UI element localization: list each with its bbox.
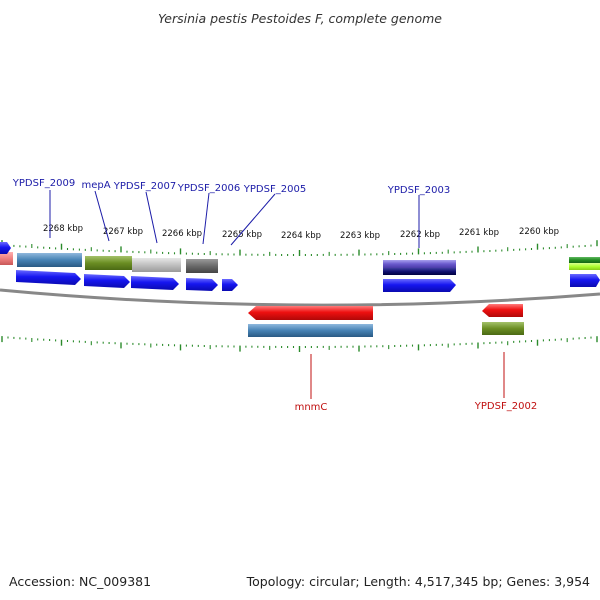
outer-scale-ticks (1, 240, 598, 256)
scale-labels: 2268 kbp 2267 kbp 2266 kbp 2265 kbp 2264… (43, 224, 559, 241)
gene-labels-bottom: mnmC YPDSF_2002 (295, 401, 538, 413)
forward-feature-blocks (0, 252, 600, 275)
feature-block-salmon[interactable] (0, 252, 13, 265)
feature-block-ypdsf-2003-b[interactable] (383, 268, 456, 275)
feature-block-mnmC[interactable] (248, 324, 373, 337)
feature-block-ypdsf-2003[interactable] (383, 260, 456, 268)
scale-label-2263: 2263 kbp (340, 231, 380, 241)
reverse-cds-arrows (248, 304, 523, 320)
scale-label-2261: 2261 kbp (459, 228, 499, 238)
inner-scale-ticks (1, 336, 598, 352)
cds-arrow-forward-2[interactable] (16, 270, 81, 285)
scale-label-2260: 2260 kbp (519, 227, 559, 237)
cds-arrow-forward-4[interactable] (131, 276, 179, 290)
feature-block-ypdsf-2007[interactable] (132, 258, 181, 272)
scale-label-2264: 2264 kbp (281, 231, 321, 241)
reverse-feature-blocks (248, 322, 524, 337)
gene-label-mepA[interactable]: mepA (81, 180, 110, 191)
gene-label-mnmC[interactable]: mnmC (295, 402, 328, 413)
scale-label-2268: 2268 kbp (43, 224, 83, 234)
scale-label-2266: 2266 kbp (162, 229, 202, 239)
feature-block-ypdsf-2009[interactable] (17, 253, 82, 267)
scale-label-2267: 2267 kbp (103, 227, 143, 237)
leader-lines (49, 190, 505, 399)
map-title: Yersinia pestis Pestoides F, complete ge… (158, 11, 442, 26)
gene-label-ypdsf-2003[interactable]: YPDSF_2003 (387, 185, 450, 196)
cds-arrow-forward-3[interactable] (84, 274, 130, 288)
gene-label-ypdsf-2005[interactable]: YPDSF_2005 (243, 184, 306, 195)
cds-arrow-forward-6[interactable] (222, 279, 238, 291)
cds-arrow-forward-7[interactable] (383, 279, 456, 292)
feature-block-green[interactable] (569, 257, 600, 263)
cds-arrow-ypdsf-2002[interactable] (482, 304, 523, 317)
gene-label-ypdsf-2007[interactable]: YPDSF_2007 (113, 181, 176, 192)
feature-block-mepA[interactable] (85, 256, 132, 270)
forward-cds-arrows (0, 242, 600, 292)
gene-label-ypdsf-2009[interactable]: YPDSF_2009 (12, 178, 75, 189)
feature-block-ypdsf-2002[interactable] (482, 322, 524, 335)
gene-labels-top: YPDSF_2009 mepA YPDSF_2007 YPDSF_2006 YP… (12, 178, 450, 196)
cds-arrow-forward-1[interactable] (0, 242, 11, 254)
feature-block-lime[interactable] (569, 263, 600, 270)
genome-summary-text: Topology: circular; Length: 4,517,345 bp… (246, 574, 590, 589)
scale-label-2265: 2265 kbp (222, 230, 262, 240)
cds-arrow-forward-8[interactable] (570, 274, 600, 287)
scale-label-2262: 2262 kbp (400, 230, 440, 240)
cds-arrow-mnmC[interactable] (248, 306, 373, 320)
gene-label-ypdsf-2006[interactable]: YPDSF_2006 (177, 183, 240, 194)
genome-backbone (0, 288, 600, 307)
feature-block-ypdsf-2006[interactable] (186, 259, 218, 273)
cds-arrow-forward-5[interactable] (186, 278, 218, 291)
accession-text: Accession: NC_009381 (9, 574, 151, 589)
gene-label-ypdsf-2002[interactable]: YPDSF_2002 (474, 401, 537, 412)
